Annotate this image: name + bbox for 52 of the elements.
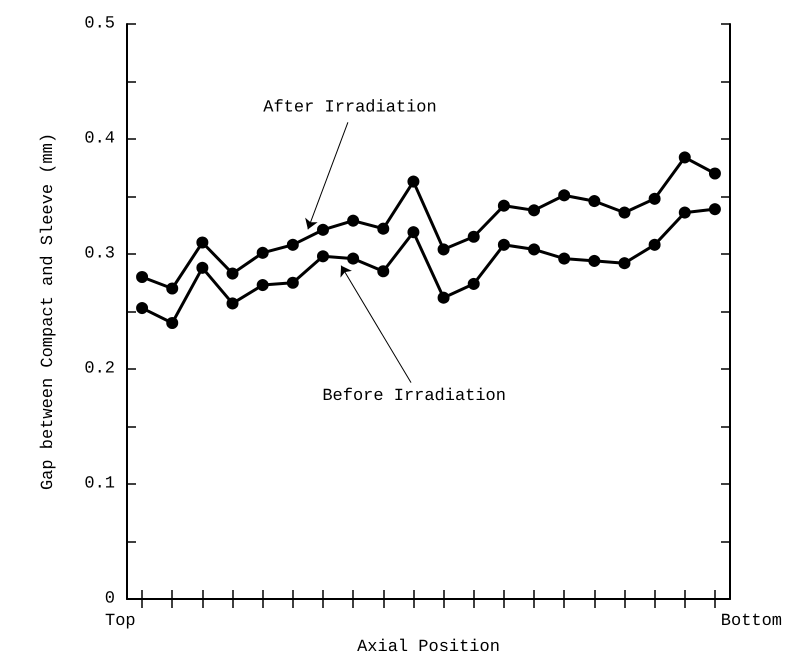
point — [407, 176, 420, 188]
point — [286, 276, 299, 289]
point — [648, 238, 661, 251]
y-tick-label: 0 — [104, 590, 115, 608]
point — [528, 204, 540, 216]
point — [468, 278, 480, 290]
text: Before Irradiation — [322, 386, 506, 406]
point — [498, 238, 510, 251]
point — [618, 257, 630, 270]
y-axis-title: Gap between Compact and Sleeve (mm) — [39, 132, 58, 490]
point — [438, 243, 450, 256]
point — [618, 206, 630, 219]
point — [286, 238, 299, 251]
point — [468, 230, 480, 243]
point — [226, 268, 239, 280]
point — [166, 317, 178, 329]
point — [588, 195, 600, 208]
point — [708, 168, 721, 180]
y-tick-label: 0.5 — [84, 14, 115, 34]
text: After Irradiation — [263, 98, 437, 118]
point — [256, 279, 269, 292]
point — [438, 292, 450, 304]
point — [558, 189, 570, 202]
point — [407, 226, 420, 238]
point — [678, 151, 691, 164]
point — [678, 206, 691, 219]
text: Bottom — [720, 612, 782, 631]
point — [498, 200, 510, 212]
point — [226, 297, 239, 310]
point — [196, 262, 208, 274]
y-tick-label: 0.2 — [84, 360, 115, 378]
point — [708, 203, 721, 216]
point — [648, 192, 661, 205]
point — [316, 224, 329, 236]
point — [136, 302, 148, 314]
y-tick-label: 0.4 — [84, 130, 115, 148]
y-tick-label: 0.3 — [84, 244, 115, 264]
point — [347, 214, 360, 227]
point — [196, 236, 208, 248]
point — [166, 282, 178, 294]
point — [377, 222, 390, 235]
point — [528, 243, 540, 256]
text: Top — [105, 612, 136, 631]
y-tick-label: 0.1 — [84, 474, 115, 494]
point — [377, 265, 390, 278]
point — [136, 271, 148, 283]
point — [558, 252, 570, 265]
x-axis-title: Axial Position — [357, 638, 500, 657]
point — [588, 254, 600, 267]
point — [256, 246, 269, 259]
point — [347, 252, 360, 265]
point — [316, 250, 329, 262]
